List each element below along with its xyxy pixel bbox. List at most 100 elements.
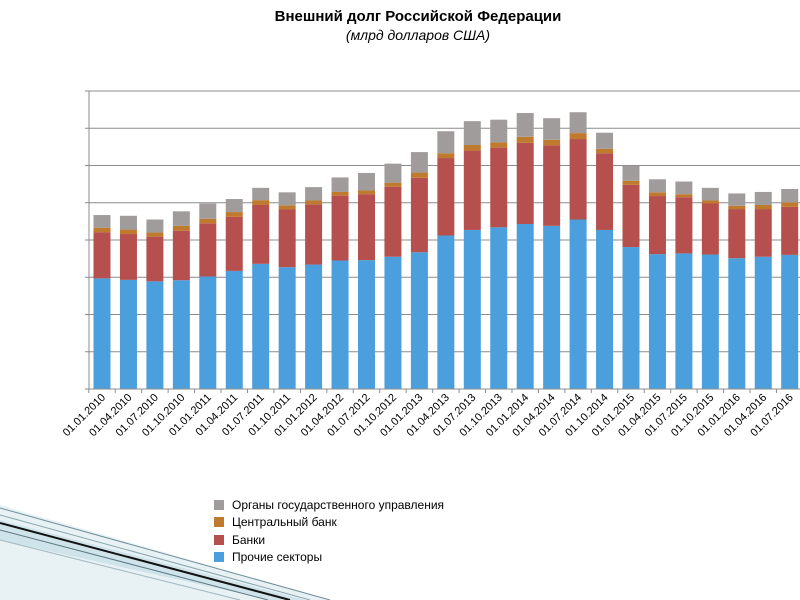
bar-segment-central-bank xyxy=(675,194,693,198)
bar-segment-other-sectors xyxy=(358,260,375,389)
legend-swatch-other-sectors xyxy=(214,552,224,563)
bar-segment-banks xyxy=(622,184,640,248)
bar-segment-other-sectors xyxy=(596,229,614,389)
bar-segment-banks xyxy=(701,203,719,255)
bar-segment-central-bank xyxy=(648,192,666,197)
bar-segment-other-sectors xyxy=(252,263,270,389)
bar-segment-government xyxy=(305,187,323,201)
bar-segment-banks xyxy=(463,150,481,230)
legend-item-central-bank: Центральный банк xyxy=(214,514,444,532)
bar-segment-other-sectors xyxy=(728,258,746,389)
bar-segment-central-bank xyxy=(754,204,772,210)
chart-subtitle: (млрд долларов США) xyxy=(345,27,491,43)
legend-label-banks: Банки xyxy=(232,532,266,547)
bar-segment-banks xyxy=(305,204,323,265)
bar-segment-banks xyxy=(728,209,746,259)
bar-segment-other-sectors xyxy=(172,280,190,389)
bar-segment-other-sectors xyxy=(543,225,561,389)
bar-segment-banks xyxy=(119,234,137,280)
bar-segment-government xyxy=(252,187,270,201)
bar-segment-central-bank xyxy=(172,225,190,231)
bar-segment-banks xyxy=(543,145,561,226)
bar-segment-central-bank xyxy=(463,145,481,151)
bar-segment-central-bank xyxy=(305,200,323,205)
bar-segment-government xyxy=(622,165,640,181)
bar-segment-government xyxy=(516,112,534,137)
bar-segment-other-sectors xyxy=(675,253,693,389)
bar-segment-other-sectors xyxy=(781,254,799,389)
legend-label-government: Органы государственного управления xyxy=(232,497,445,512)
bar-segment-other-sectors xyxy=(119,279,137,389)
bar-segment-central-bank xyxy=(701,200,719,204)
bar-segment-central-bank xyxy=(516,136,534,143)
bar-segment-other-sectors xyxy=(463,229,481,389)
bar-segment-government xyxy=(701,187,719,201)
bar-segment-central-bank xyxy=(490,142,508,148)
bar-segment-central-bank xyxy=(622,180,640,185)
bar-segment-banks xyxy=(93,232,111,279)
bar-segment-other-sectors xyxy=(754,256,772,389)
bar-segment-government xyxy=(331,177,349,192)
bar-segment-central-bank xyxy=(358,190,375,195)
bar-segment-government xyxy=(278,192,296,206)
bar-segment-banks xyxy=(252,204,270,264)
bar-segment-central-bank xyxy=(331,191,349,196)
bar-segment-government xyxy=(146,219,164,233)
bar-segment-banks xyxy=(331,195,349,261)
bar-segment-other-sectors xyxy=(305,264,323,389)
bar-segment-other-sectors xyxy=(384,256,402,389)
bar-segment-central-bank xyxy=(781,202,799,207)
bar-segment-central-bank xyxy=(596,148,614,154)
bar-segment-other-sectors xyxy=(648,254,666,389)
bar-segment-government xyxy=(172,211,190,226)
bar-segment-other-sectors xyxy=(410,252,428,389)
legend-item-other-sectors: Прочие секторы xyxy=(214,549,444,567)
bar-segment-central-bank xyxy=(410,172,428,178)
bar-segment-other-sectors xyxy=(516,223,534,389)
bar-segment-other-sectors xyxy=(490,227,508,389)
legend-swatch-banks xyxy=(214,534,224,545)
chart-legend: Органы государственного управления Центр… xyxy=(214,496,444,566)
bar-segment-government xyxy=(463,121,481,146)
bar-segment-government xyxy=(199,203,217,219)
bar-segment-banks xyxy=(410,177,428,253)
bar-segment-government xyxy=(437,131,455,154)
bar-segment-government xyxy=(754,191,772,205)
legend-swatch-central-bank xyxy=(214,517,224,528)
bar-segment-central-bank xyxy=(93,227,111,233)
bar-segment-central-bank xyxy=(252,200,270,205)
bar-segment-government xyxy=(490,119,508,143)
bar-segment-government xyxy=(648,179,666,193)
bar-segment-central-bank xyxy=(569,133,587,140)
bar-segment-other-sectors xyxy=(278,267,296,389)
legend-item-government: Органы государственного управления xyxy=(214,496,444,514)
bar-segment-central-bank xyxy=(225,212,243,217)
bar-segment-banks xyxy=(199,223,217,277)
chart-title: Внешний долг Российской Федерации xyxy=(274,8,562,25)
bar-segment-central-bank xyxy=(119,229,137,235)
bar-segment-central-bank xyxy=(437,153,455,159)
bar-segment-other-sectors xyxy=(437,235,455,389)
bar-segment-banks xyxy=(225,216,243,271)
bar-segment-government xyxy=(781,188,799,203)
bar-segment-other-sectors xyxy=(331,260,349,389)
bar-segment-banks xyxy=(146,236,164,282)
bar-segment-other-sectors xyxy=(93,278,111,389)
bar-segment-other-sectors xyxy=(701,254,719,389)
bar-segment-banks xyxy=(172,230,190,281)
bar-segment-government xyxy=(384,163,402,183)
bar-segment-banks xyxy=(569,139,587,220)
bar-segment-government xyxy=(596,132,614,149)
bar-segment-other-sectors xyxy=(199,276,217,389)
bar-segment-central-bank xyxy=(199,218,217,224)
legend-swatch-government xyxy=(214,499,224,510)
bar-segment-central-bank xyxy=(543,139,561,146)
bar-segment-government xyxy=(675,181,693,195)
bar-segment-government xyxy=(358,172,375,191)
bar-segment-central-bank xyxy=(146,232,164,237)
bar-segment-banks xyxy=(596,153,614,230)
legend-item-banks: Банки xyxy=(214,531,444,549)
bar-segment-central-bank xyxy=(278,205,296,210)
bar-segment-banks xyxy=(358,194,375,261)
